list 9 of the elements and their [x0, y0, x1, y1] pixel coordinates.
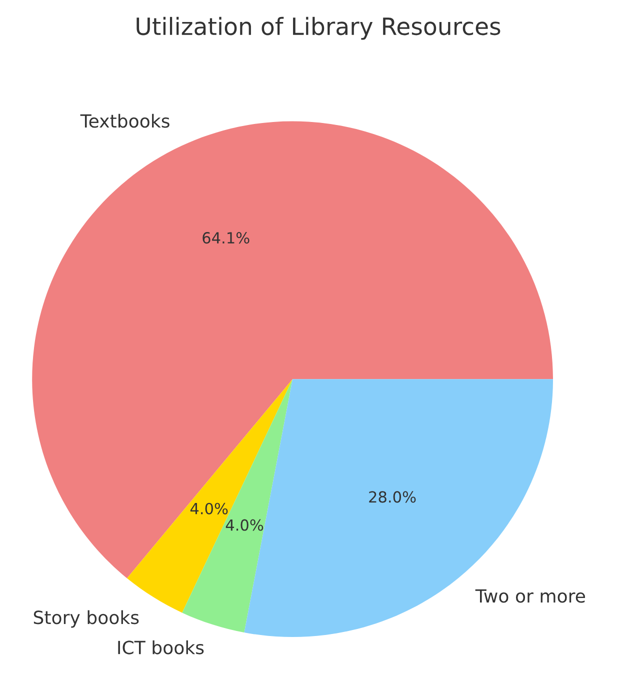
data-label: 28.0%	[369, 491, 416, 503]
data-label: 4.0%	[190, 502, 228, 514]
data-label: 64.1%	[202, 232, 250, 244]
slice-label: Story books	[34, 610, 139, 628]
slice-label: Two or more	[475, 589, 585, 603]
data-label: 4.0%	[226, 519, 264, 531]
slice-label: Textbooks	[80, 114, 170, 128]
slice-label: ICT books	[118, 640, 204, 654]
chart-title: Utilization of Library Resources	[136, 16, 500, 40]
